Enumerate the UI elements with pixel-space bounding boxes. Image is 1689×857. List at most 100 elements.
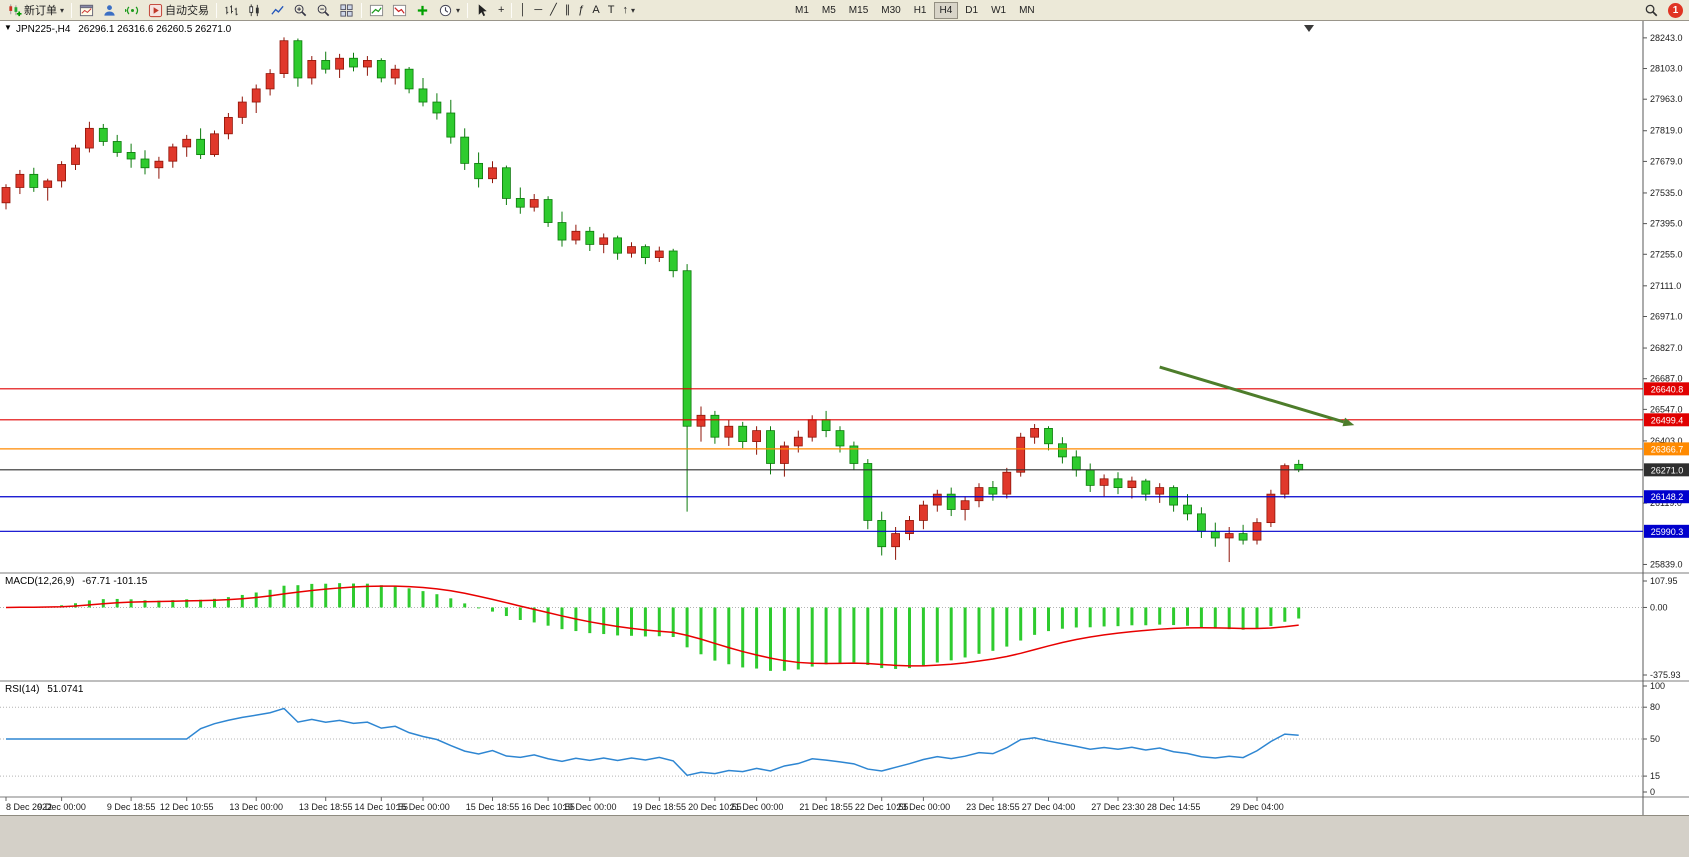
cursor-button[interactable] (471, 1, 494, 19)
line-chart-button[interactable] (266, 1, 289, 19)
time-axis-label: 29 Dec 04:00 (1230, 802, 1284, 812)
autotrade-icon (148, 3, 163, 18)
price-tag (1644, 413, 1689, 427)
timeframe-w1-button[interactable]: W1 (985, 2, 1012, 19)
candle-bearish (668, 250, 678, 272)
chart-area[interactable]: 28243.0 28103.0 27963.0 27819.0 27679.0 27535… (0, 21, 1689, 815)
one-click-trading-toggle[interactable]: ▼ (4, 23, 12, 32)
candle-chart-button[interactable] (243, 1, 266, 19)
bar-chart-button[interactable] (220, 1, 243, 19)
rsi-value: 51.0741 (47, 684, 84, 695)
horizontal-line-button[interactable]: ─ (530, 1, 546, 19)
timeframe-h1-button[interactable]: H1 (908, 2, 933, 19)
candle-bullish (488, 167, 497, 180)
candle-bearish (404, 68, 414, 90)
candle-bullish (154, 160, 164, 169)
candle-bullish (919, 504, 928, 521)
candle-bullish (307, 60, 317, 79)
indicators-up-button[interactable] (365, 1, 388, 19)
candle-bullish (529, 199, 539, 208)
new-order-button[interactable]: 新订单 ▾ (3, 1, 68, 19)
profile-button[interactable] (98, 1, 121, 19)
annotation-arrow-line[interactable] (1159, 365, 1345, 424)
chart-shift-marker[interactable] (1304, 25, 1314, 32)
crosshair-button[interactable]: + (494, 1, 508, 19)
candle-bullish (752, 430, 761, 442)
candle-bearish (460, 136, 470, 164)
tile-windows-button[interactable] (335, 1, 358, 19)
text-label-button[interactable]: T (604, 1, 619, 19)
chart-up-icon (369, 3, 384, 18)
vertical-line-icon: │ (519, 3, 527, 16)
price-tag (1644, 463, 1689, 477)
timeframe-d1-button[interactable]: D1 (959, 2, 984, 19)
arrows-button[interactable]: ↑ ▾ (618, 1, 639, 19)
candle-bullish (627, 246, 636, 254)
time-axis-label: 27 Dec 04:00 (1022, 802, 1076, 812)
candle-bullish (1016, 436, 1026, 473)
timeframe-mn-button[interactable]: MN (1013, 2, 1041, 19)
channel-button[interactable]: ∥ (561, 1, 575, 19)
window-footer (0, 815, 1689, 857)
price-axis-label: 27819.0 (1650, 126, 1683, 136)
arrow-shapes-icon: ↑ (622, 3, 628, 16)
candle-bearish (613, 237, 622, 254)
text-button[interactable]: A (588, 1, 603, 19)
candle-bearish (1071, 456, 1081, 471)
candle-bearish (1141, 480, 1151, 495)
rsi-axis-label: 50 (1650, 734, 1660, 744)
time-axis-label: 9 Dec 00:00 (37, 802, 86, 812)
macd-axis-label: -375.93 (1650, 670, 1681, 680)
macd-axis-label: 0.00 (1650, 602, 1668, 612)
autotrade-button[interactable]: 自动交易 (144, 1, 213, 19)
fibonacci-button[interactable]: ƒ (574, 1, 588, 19)
time-axis-label: 8 Dec 2022 (6, 802, 52, 812)
candle-bullish (223, 116, 233, 135)
annotation-arrow-head (1342, 417, 1355, 427)
chart-title: JPN225-,H4 26296.1 26316.6 26260.5 26271… (16, 24, 231, 35)
candle-bearish (682, 270, 692, 427)
candle-bearish (738, 425, 748, 442)
candle-bullish (571, 230, 581, 241)
candle-bullish (724, 425, 734, 438)
timeframe-h4-button[interactable]: H4 (933, 1, 959, 19)
toolbar-separator (467, 2, 469, 18)
candle-bullish (57, 164, 66, 182)
candle-bearish (515, 198, 525, 208)
macd-axis-label: 107.95 (1650, 576, 1678, 586)
candle-bullish (210, 133, 219, 156)
time-axis[interactable] (0, 798, 1643, 815)
vertical-line-button[interactable]: │ (515, 1, 530, 19)
timeframe-m1-button[interactable]: M1 (789, 2, 815, 19)
search-button[interactable] (1640, 1, 1663, 19)
new-order-label: 新订单 (24, 5, 57, 17)
candle-bearish (988, 487, 998, 495)
candle-bearish (140, 158, 150, 169)
add-indicator-button[interactable] (411, 1, 434, 19)
notification-badge[interactable]: 1 (1668, 2, 1683, 18)
periods-button[interactable]: ▾ (434, 1, 464, 19)
rsi-indicator-label: RSI(14) 51.0741 (3, 684, 86, 695)
chart-window-button[interactable] (75, 1, 98, 19)
candle-bullish (793, 436, 803, 447)
indicators-down-button[interactable] (388, 1, 411, 19)
chart-canvas[interactable]: 28243.0 28103.0 27963.0 27819.0 27679.0 27535… (0, 21, 1689, 815)
macd-name: MACD(12,26,9) (5, 576, 75, 587)
timeframe-m5-button[interactable]: M5 (816, 2, 842, 19)
candle-bearish (349, 57, 358, 68)
signals-button[interactable] (121, 1, 144, 19)
trendline-button[interactable]: ╱ (546, 1, 561, 19)
candle-bullish (696, 414, 706, 427)
zoom-out-button[interactable] (312, 1, 335, 19)
rsi-line (6, 707, 1299, 777)
candle-bearish (474, 162, 484, 180)
candle-bullish (1266, 493, 1276, 524)
timeframe-m30-button[interactable]: M30 (875, 2, 906, 19)
candle-bearish (557, 222, 567, 241)
zoom-in-button[interactable] (289, 1, 312, 19)
timeframe-m15-button[interactable]: M15 (843, 2, 874, 19)
price-axis-label: 26403.0 (1650, 436, 1683, 446)
time-axis-label: 9 Dec 18:55 (107, 802, 156, 812)
line-chart-icon (270, 3, 285, 18)
time-axis-label: 22 Dec 10:55 (855, 802, 909, 812)
